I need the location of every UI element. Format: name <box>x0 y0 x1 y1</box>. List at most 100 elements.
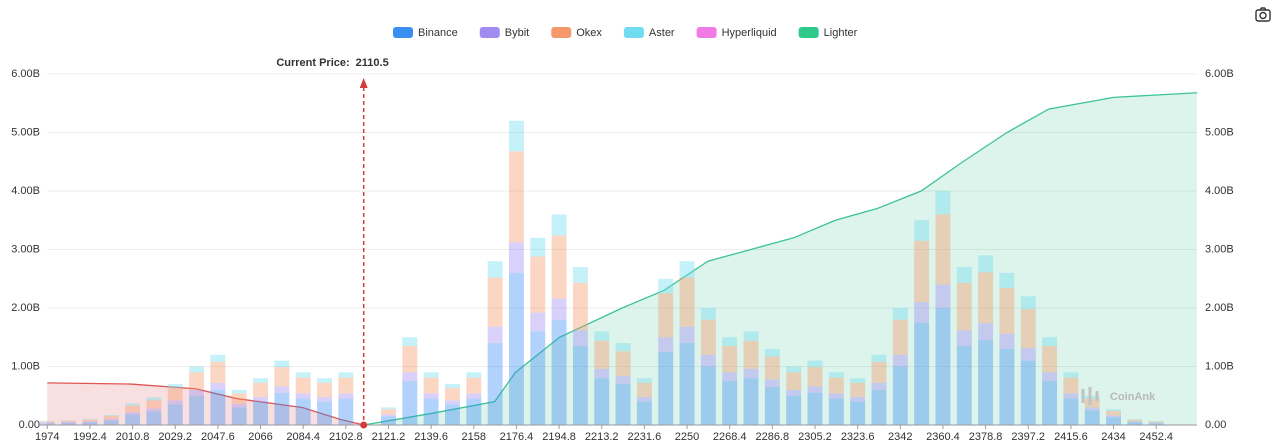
bar <box>850 396 866 402</box>
bar <box>1127 419 1143 422</box>
bar <box>1084 398 1100 408</box>
bar <box>914 302 930 323</box>
bar <box>210 382 226 390</box>
bar <box>1020 347 1036 361</box>
bar <box>508 272 524 425</box>
annotation-value: 2110.5 <box>356 57 389 69</box>
x-tick-label: 2047.6 <box>201 431 235 443</box>
bar <box>231 403 247 408</box>
legend-swatch <box>623 27 644 38</box>
bar <box>466 372 482 378</box>
bar <box>530 237 546 257</box>
bar <box>1063 398 1079 425</box>
bar <box>1042 346 1058 373</box>
bar <box>444 388 460 401</box>
bar <box>146 397 162 401</box>
bar <box>444 384 460 389</box>
legend-item[interactable]: Aster <box>623 27 675 39</box>
bar <box>914 220 930 241</box>
bar <box>103 415 119 417</box>
bar <box>487 343 503 425</box>
current-price-dot <box>360 421 368 429</box>
bar <box>61 420 77 421</box>
bar <box>466 393 482 399</box>
x-tick-label: 2397.2 <box>1011 431 1045 443</box>
bar <box>1020 296 1036 310</box>
y-tick-label: 2.00B <box>11 302 40 314</box>
y2-tick-label: 3.00B <box>1205 243 1234 255</box>
bar <box>381 409 396 415</box>
legend-item[interactable]: Bybit <box>479 27 529 39</box>
bar <box>679 343 695 425</box>
x-tick-label: 2305.2 <box>798 431 832 443</box>
bar <box>807 360 823 368</box>
x-tick-label: 2452.4 <box>1139 431 1173 443</box>
legend-item[interactable]: Okex <box>551 27 602 39</box>
camera-icon[interactable] <box>1255 7 1271 22</box>
bar <box>850 401 866 425</box>
bar <box>317 401 332 425</box>
bar <box>786 372 802 390</box>
bar <box>103 419 119 421</box>
bar <box>999 272 1015 289</box>
bar <box>1042 381 1058 425</box>
bar <box>402 337 418 347</box>
bar <box>594 331 610 341</box>
bar <box>295 377 311 394</box>
bar <box>508 120 524 152</box>
bar <box>423 398 439 425</box>
bar <box>444 400 460 405</box>
watermark: CoinAnk <box>1110 391 1156 403</box>
bar <box>1148 421 1164 423</box>
bar <box>381 407 396 410</box>
x-tick-label: 1992.4 <box>73 431 107 443</box>
bar <box>658 351 674 425</box>
bar <box>39 423 55 425</box>
bar <box>189 389 205 396</box>
bar <box>978 272 994 324</box>
bar <box>935 214 951 285</box>
bar <box>1127 419 1143 420</box>
legend-label: Binance <box>418 27 458 39</box>
legend-item[interactable]: Lighter <box>798 27 858 39</box>
bar <box>700 308 716 320</box>
bar <box>615 375 631 385</box>
bar <box>530 312 546 332</box>
bar <box>679 277 695 327</box>
bar <box>828 393 844 399</box>
bar <box>402 346 418 373</box>
bar <box>103 416 119 420</box>
bar <box>530 331 546 425</box>
bar <box>146 400 162 409</box>
bar <box>466 398 482 425</box>
x-tick-label: 2084.4 <box>286 431 320 443</box>
bar <box>508 151 524 243</box>
bar <box>935 191 951 215</box>
bar <box>295 372 311 378</box>
bar <box>274 360 290 368</box>
bar <box>999 288 1015 334</box>
bar <box>1042 337 1058 347</box>
bar <box>231 393 247 404</box>
bar <box>210 361 226 383</box>
legend-item[interactable]: Binance <box>393 27 458 39</box>
y2-tick-label: 0.00 <box>1205 419 1226 431</box>
bar <box>786 389 802 396</box>
bar <box>892 319 908 355</box>
x-tick-label: 2121.2 <box>372 431 406 443</box>
arrow-head <box>359 78 368 88</box>
bar <box>743 368 759 379</box>
bar <box>274 392 290 425</box>
legend-item[interactable]: Hyperliquid <box>696 27 777 39</box>
x-tick-label: 2010.8 <box>116 431 150 443</box>
bar <box>594 378 610 425</box>
bar <box>1148 422 1164 424</box>
bar <box>551 235 567 299</box>
bar <box>317 382 332 397</box>
legend-label: Bybit <box>505 27 529 39</box>
bar <box>146 408 162 412</box>
bar <box>572 267 588 283</box>
bar <box>125 405 141 413</box>
bar <box>1127 421 1143 423</box>
